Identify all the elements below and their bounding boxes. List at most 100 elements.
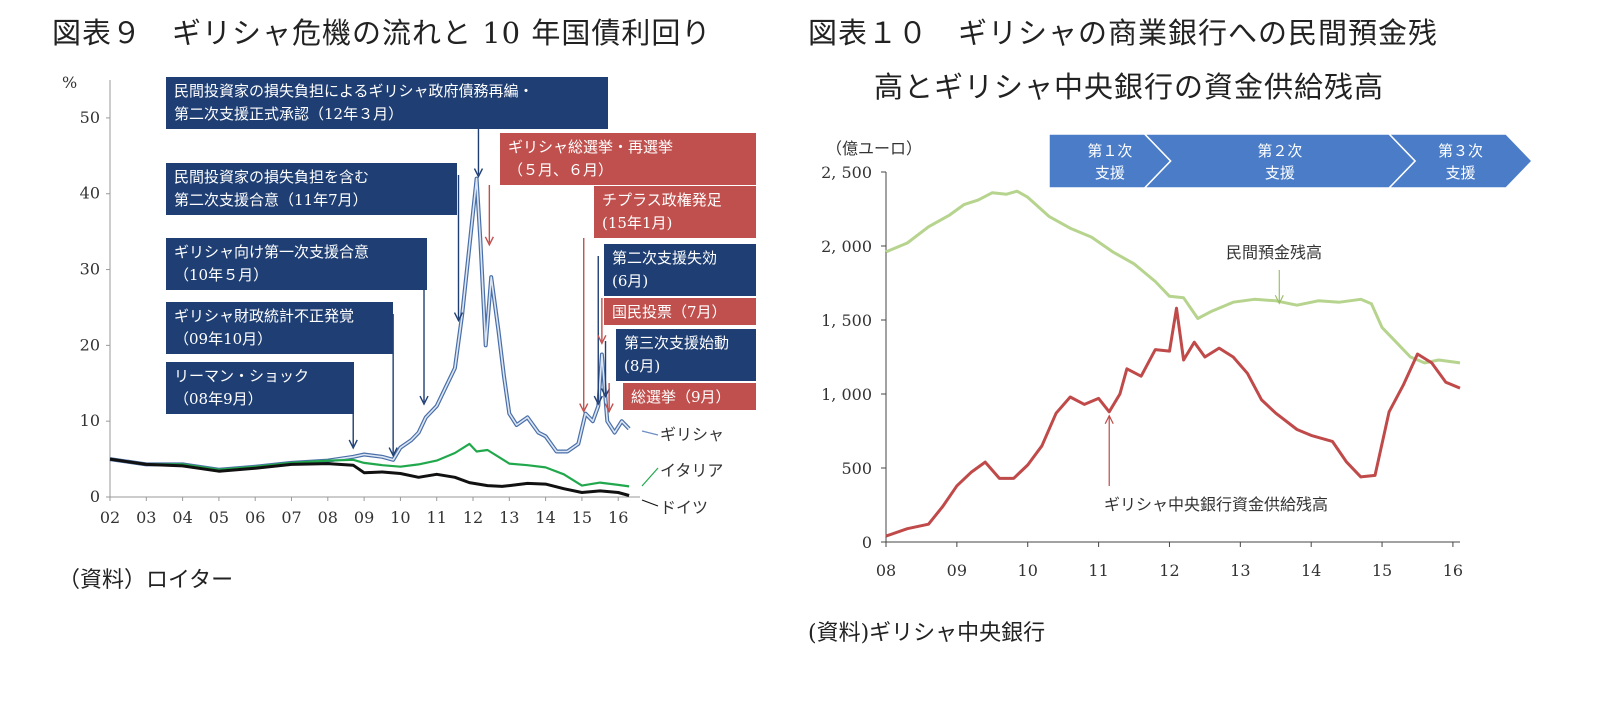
annotation-box (604, 244, 756, 296)
annotation-private-deposits: 民間預金残高 (1226, 243, 1322, 262)
annotation-arrowhead (388, 447, 398, 458)
right-chart-title-line2: 高とギリシャ中央銀行の資金供給残高 (874, 70, 1385, 104)
annotation-arrowhead (579, 403, 589, 414)
left-y-tick-label: 10 (80, 411, 100, 430)
right-x-tick-label: 08 (876, 561, 896, 580)
annotation-arrowhead (348, 439, 358, 450)
series-label-pointer (641, 430, 659, 436)
left-chart-source: （資料）ロイター (58, 568, 234, 593)
left-x-tick-label: 02 (100, 508, 120, 527)
left-x-tick-label: 07 (281, 508, 301, 527)
left-y-tick-label: 50 (80, 108, 100, 127)
annotation-text: ギリシャ向け第一次支援合意 (174, 243, 369, 261)
series-label-greece: ギリシャ (660, 425, 724, 444)
annotation-arrowhead (593, 395, 603, 406)
left-y-tick-label: 20 (80, 335, 100, 354)
left-x-tick-label: 16 (608, 508, 628, 527)
annotation-box (166, 163, 457, 215)
annotation-arrowhead (453, 312, 464, 323)
annotation-box (500, 133, 756, 185)
series-line-greece (109, 177, 630, 471)
annotation-text: チプラス政権発足 (602, 191, 722, 209)
annotation-arrowhead (597, 335, 607, 345)
right-x-tick-label: 11 (1088, 561, 1108, 580)
left-y-tick-label: 0 (90, 487, 100, 506)
annotation-text: 民間投資家の損失負担を含む (174, 168, 369, 186)
phase-label: 第３次 (1438, 142, 1483, 160)
phase-label: 支援 (1265, 164, 1295, 182)
right-y-tick-label: 1, 500 (821, 311, 872, 330)
annotation-arrowhead (419, 395, 429, 406)
annotation-text: 総選挙（9月） (631, 388, 731, 406)
left-chart-title: 図表９ ギリシャ危機の流れと 10 年国債利回り (52, 16, 712, 50)
left-x-tick-label: 05 (209, 508, 229, 527)
annotation-central-bank-supply: ギリシャ中央銀行資金供給残高 (1104, 495, 1328, 514)
left-x-tick-label: 15 (572, 508, 592, 527)
right-x-tick-label: 12 (1159, 561, 1179, 580)
right-y-tick-label: 0 (862, 533, 872, 552)
annotation-box (594, 186, 756, 238)
annotation-text: （08年9月） (174, 390, 263, 408)
annotation-box (166, 302, 393, 354)
phase-chevron (1387, 133, 1534, 189)
annotation-text: （10年５月） (174, 266, 268, 284)
annotation-arrowhead (473, 168, 484, 179)
series-label-pointer (641, 499, 659, 507)
series-label-italy: イタリア (660, 461, 723, 480)
series-line-private-deposits (885, 189, 1461, 365)
left-y-unit: % (62, 73, 77, 92)
left-x-tick-label: 11 (427, 508, 447, 527)
right-x-tick-label: 10 (1018, 561, 1038, 580)
annotation-text: 第二次支援正式承認（12年３月） (174, 105, 403, 123)
series-label-pointer (641, 467, 659, 487)
right-y-tick-label: 2, 000 (821, 237, 872, 256)
annotation-text: （５月、６月） (508, 161, 613, 179)
annotation-text: ギリシャ財政統計不正発覚 (174, 307, 354, 325)
left-y-tick-label: 40 (80, 184, 100, 203)
annotation-text: （09年10月） (174, 330, 272, 348)
annotation-text: 第二次支援失効 (612, 249, 717, 267)
annotation-box (166, 238, 427, 290)
annotation-text: (8月) (624, 357, 660, 375)
phase-label: 第１次 (1087, 142, 1132, 160)
right-x-tick-label: 15 (1372, 561, 1392, 580)
right-chart-title-line1: 図表１０ ギリシャの商業銀行への民間預金残 (808, 16, 1439, 50)
right-x-tick-label: 14 (1301, 561, 1321, 580)
annotation-arrowhead (1104, 414, 1114, 425)
annotation-text: 第三次支援始動 (624, 334, 729, 352)
phase-label: 支援 (1095, 164, 1125, 182)
annotation-text: ギリシャ総選挙・再選挙 (508, 138, 673, 156)
phase-label: 第２次 (1257, 142, 1302, 160)
right-y-unit: （億ユーロ） (826, 139, 922, 158)
right-y-tick-label: 500 (841, 459, 872, 478)
annotation-box (616, 329, 756, 381)
annotation-text: 第二次支援合意（11年7月） (174, 191, 368, 209)
annotation-box (166, 77, 608, 129)
annotation-text: (15年1月) (602, 214, 672, 232)
annotation-text: リーマン・ショック (174, 367, 309, 385)
annotation-arrowhead (600, 388, 611, 399)
series-line-germany (109, 457, 630, 497)
annotation-text: 国民投票（7月） (612, 303, 727, 321)
left-y-tick-label: 30 (80, 260, 100, 279)
phase-label: 支援 (1446, 164, 1476, 182)
left-x-tick-label: 06 (245, 508, 265, 527)
annotation-box (604, 298, 756, 325)
right-y-tick-label: 2, 500 (821, 163, 872, 182)
left-x-tick-label: 12 (463, 508, 483, 527)
left-x-tick-label: 10 (390, 508, 410, 527)
annotation-arrowhead (484, 236, 494, 247)
right-x-tick-label: 13 (1230, 561, 1250, 580)
right-y-tick-label: 1, 000 (821, 385, 872, 404)
left-x-tick-label: 03 (136, 508, 156, 527)
annotation-text: (6月) (612, 272, 648, 290)
annotation-box (623, 383, 756, 410)
right-x-tick-label: 16 (1443, 561, 1463, 580)
series-label-germany: ドイツ (660, 498, 708, 517)
left-x-tick-label: 04 (172, 508, 192, 527)
left-x-tick-label: 14 (535, 508, 555, 527)
right-x-tick-label: 09 (947, 561, 967, 580)
right-chart-source: (資料)ギリシャ中央銀行 (808, 621, 1046, 646)
